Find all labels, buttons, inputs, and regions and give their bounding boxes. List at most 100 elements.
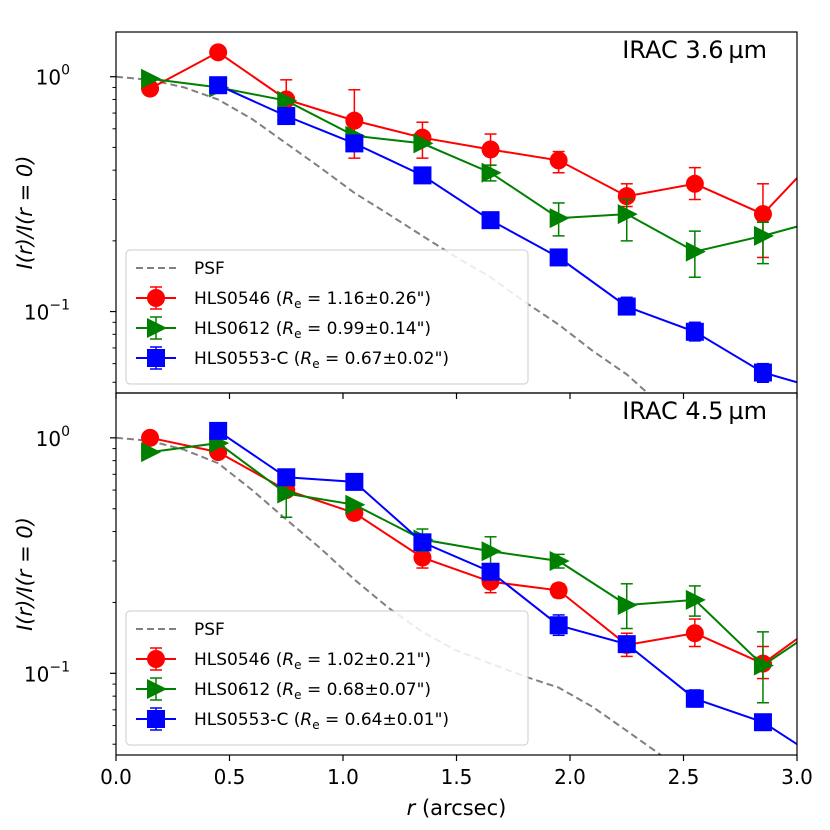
legend-psf-label: PSF: [194, 259, 225, 279]
legend-re-value: 1.02±0.21": [327, 650, 425, 670]
marker-square: [685, 322, 704, 341]
error-bar: [620, 198, 633, 242]
marker-circle: [685, 174, 704, 193]
legend-series-name: HLS0546: [194, 650, 270, 670]
marker-triangle: [549, 208, 570, 229]
x-axis-label: r (arcsec): [407, 796, 507, 820]
legend: PSF HLS0546 (Re = 1.16±0.26") HLS0612 (Re …: [125, 249, 529, 385]
series-line: [149, 77, 797, 253]
y-tick-base: 10: [36, 66, 61, 90]
legend-item: HLS0553-C (Re = 0.64±0.01"): [136, 707, 449, 732]
legend-box: [125, 249, 529, 385]
marker-square: [617, 297, 636, 316]
y-tick-base: 10: [24, 662, 49, 686]
marker-square: [413, 166, 432, 185]
marker-circle: [147, 650, 165, 668]
marker-triangle: [685, 589, 706, 610]
legend-re-value: 0.68±0.07": [327, 680, 425, 700]
psf-curve: [116, 75, 649, 393]
y-tick-exponent: 0: [61, 424, 70, 440]
marker-circle: [413, 548, 432, 567]
marker-square: [685, 689, 704, 708]
legend-item: HLS0612 (Re = 0.68±0.07"): [136, 677, 431, 702]
series-hls0546: [141, 43, 797, 259]
x-tick-label: 2.0: [554, 765, 586, 789]
marker-square: [481, 562, 500, 581]
marker-square: [209, 76, 228, 95]
marker-triangle: [345, 494, 366, 515]
legend-re-value: 0.99±0.14": [327, 319, 425, 339]
marker-triangle: [141, 68, 162, 89]
marker-triangle: [753, 225, 774, 246]
y-tick-exponent: −1: [49, 298, 70, 314]
x-tick-label: 2.5: [668, 765, 700, 789]
marker-circle: [549, 581, 568, 600]
legend-psf-label: PSF: [194, 620, 225, 640]
panel-title: IRAC 3.6 µm: [622, 36, 767, 64]
legend-label: HLS0546 (Re = 1.02±0.21"): [194, 650, 431, 672]
legend-series-name: HLS0553-C: [194, 349, 288, 369]
marker-circle: [753, 205, 772, 224]
legend-re-value: 0.67±0.02": [345, 349, 443, 369]
series-line: [217, 430, 797, 746]
series-hls0553-c: [209, 421, 797, 746]
marker-square: [277, 107, 296, 126]
marker-triangle: [753, 655, 774, 676]
marker-circle: [147, 289, 165, 307]
x-tick-label: 0.5: [214, 765, 246, 789]
marker-square: [345, 134, 364, 153]
legend-series-name: HLS0553-C: [194, 710, 288, 730]
error-bar: [756, 221, 769, 265]
marker-triangle: [481, 541, 502, 562]
marker-square: [147, 710, 165, 728]
marker-triangle: [549, 550, 570, 571]
marker-square: [481, 211, 500, 230]
legend-item: HLS0546 (Re = 1.16±0.26"): [136, 286, 431, 311]
series-hls0612: [141, 433, 797, 704]
legend-item: HLS0546 (Re = 1.02±0.21"): [136, 647, 431, 672]
legend-item: HLS0553-C (Re = 0.67±0.02"): [136, 346, 449, 371]
panel-title: IRAC 4.5 µm: [622, 397, 767, 425]
marker-triangle: [685, 241, 706, 262]
marker-circle: [481, 140, 500, 159]
marker-circle: [345, 111, 364, 130]
marker-triangle: [141, 442, 162, 463]
psf-curve: [116, 436, 662, 755]
plot-area: [116, 421, 797, 755]
marker-circle: [141, 428, 160, 447]
legend-label: HLS0612 (Re = 0.99±0.14"): [194, 319, 431, 341]
legend-series-name: HLS0612: [194, 680, 270, 700]
legend-label: HLS0612 (Re = 0.68±0.07"): [194, 680, 431, 702]
marker-square: [753, 713, 772, 732]
legend: PSF HLS0546 (Re = 1.02±0.21") HLS0612 (Re …: [125, 610, 529, 746]
legend-label: HLS0553-C (Re = 0.67±0.02"): [194, 349, 449, 371]
y-tick-label: 100: [36, 424, 70, 451]
y-tick-label: 10−1: [24, 659, 70, 686]
y-tick-base: 10: [36, 427, 61, 451]
marker-square: [617, 635, 636, 654]
x-tick-label: 0.0: [100, 765, 132, 789]
marker-triangle: [413, 133, 434, 154]
marker-square: [345, 472, 364, 491]
series-hls0612: [141, 68, 797, 278]
legend-re-value: 0.64±0.01": [345, 710, 443, 730]
marker-square: [209, 421, 228, 440]
series-hls0553-c: [209, 76, 797, 384]
x-tick-label: 1.5: [441, 765, 473, 789]
legend-series-name: HLS0612: [194, 319, 270, 339]
y-tick-exponent: 0: [61, 63, 70, 79]
x-tick-label: 3.0: [781, 765, 813, 789]
marker-triangle: [147, 318, 167, 338]
marker-square: [147, 349, 165, 367]
legend-box: [125, 610, 529, 746]
marker-triangle: [147, 679, 167, 699]
marker-square: [753, 363, 772, 382]
y-tick-exponent: −1: [49, 659, 70, 675]
y-tick-label: 100: [36, 63, 70, 90]
legend-item: HLS0612 (Re = 0.99±0.14"): [136, 316, 431, 341]
marker-triangle: [277, 483, 298, 504]
marker-circle: [617, 187, 636, 206]
marker-circle: [209, 43, 228, 62]
